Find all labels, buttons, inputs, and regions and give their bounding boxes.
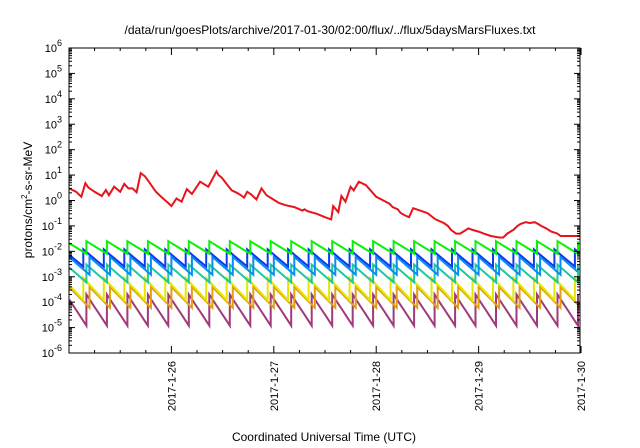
- y-tick-label: 104: [45, 89, 62, 106]
- series-line-1: [68, 239, 579, 256]
- series-layer: [68, 169, 580, 329]
- series-line-2: [69, 247, 579, 269]
- x-tick-label: 2017-1-29: [474, 361, 486, 411]
- x-tick-label: 2017-1-26: [166, 361, 178, 411]
- series-line-7: [68, 291, 579, 329]
- y-tick-label: 10-5: [42, 318, 62, 335]
- x-axis: 2017-1-26 2017-1-27 2017-1-28 2017-1-29 2017…: [94, 48, 588, 411]
- y-tick-label: 101: [45, 165, 62, 182]
- y-tick-label: 10-4: [42, 292, 62, 309]
- series-line-5: [68, 275, 580, 303]
- y-tick-label: 103: [45, 114, 62, 131]
- x-axis-label: Coordinated Universal Time (UTC): [232, 430, 416, 444]
- y-axis: 10-6 10-5 10-4 10-3 10-2 10-1 100 101 102 103 104 1…: [42, 38, 580, 360]
- x-tick-label: 2017-1-28: [371, 361, 383, 411]
- chart-title: /data/run/goesPlots/archive/2017-01-30/0…: [125, 23, 537, 37]
- y-tick-label: 100: [45, 191, 62, 208]
- y-axis-label: protons/cm2-s-sr-MeV: [20, 142, 35, 258]
- y-tick-label: 10-2: [42, 241, 62, 258]
- y-tick-label: 106: [45, 38, 62, 55]
- y-tick-label: 102: [45, 140, 62, 157]
- y-tick-label: 10-1: [42, 216, 62, 233]
- y-tick-label: 105: [45, 63, 62, 80]
- series-line-3: [68, 254, 579, 277]
- y-tick-label: 10-3: [42, 267, 62, 284]
- x-tick-label: 2017-1-30: [576, 361, 588, 411]
- series-line-0: [68, 169, 580, 239]
- x-tick-label: 2017-1-27: [269, 361, 281, 411]
- y-tick-label: 10-6: [42, 343, 62, 360]
- series-line-4: [68, 262, 579, 285]
